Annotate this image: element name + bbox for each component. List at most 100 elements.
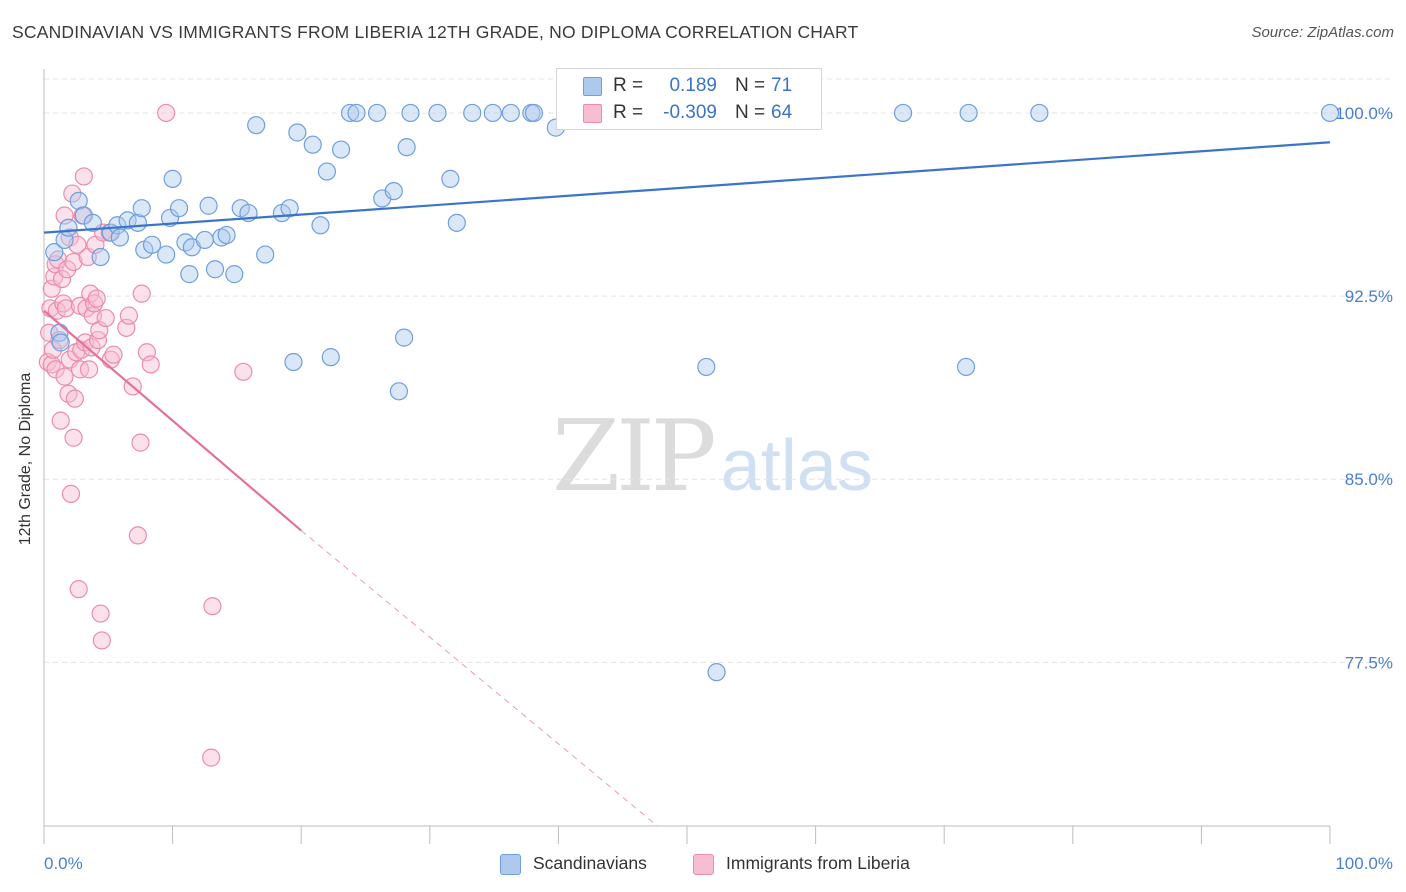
point-scandinavians <box>169 199 189 218</box>
point-scandinavians <box>331 140 351 159</box>
point-scandinavians <box>447 213 466 232</box>
point-scandinavians <box>91 247 110 267</box>
stats-n-value: 71 <box>771 75 793 96</box>
point-liberia <box>65 389 84 408</box>
stats-n-value: 64 <box>771 102 793 123</box>
point-scandinavians <box>428 103 447 123</box>
point-scandinavians <box>217 225 236 245</box>
y-tick-label: 77.5% <box>1345 653 1393 672</box>
point-liberia <box>61 484 81 503</box>
stats-r-label: R = <box>613 75 644 96</box>
point-scandinavians <box>483 103 502 123</box>
stats-swatch-pink <box>583 104 602 123</box>
point-scandinavians <box>707 663 726 682</box>
point-liberia <box>128 526 147 545</box>
point-scandinavians <box>180 265 199 284</box>
legend-label: Scandinavians <box>533 853 647 873</box>
stats-r-value: -0.309 <box>663 102 717 123</box>
point-scandinavians <box>83 213 102 232</box>
point-scandinavians <box>321 348 340 367</box>
point-scandinavians <box>132 199 151 218</box>
stats-n-label: N = <box>735 75 766 96</box>
point-liberia <box>92 631 111 650</box>
trend-line-liberia-extension <box>300 530 658 827</box>
watermark: ZIP atlas <box>552 400 873 514</box>
point-liberia <box>74 167 93 186</box>
point-liberia <box>43 340 63 359</box>
point-scandinavians <box>110 228 129 247</box>
series-scandinavians-points <box>45 103 1340 682</box>
y-tick-label: 92.5% <box>1345 287 1393 306</box>
point-scandinavians <box>45 243 64 262</box>
point-liberia <box>104 345 123 364</box>
point-scandinavians <box>157 245 176 264</box>
point-scandinavians <box>247 116 266 135</box>
axes <box>43 69 1331 844</box>
point-scandinavians <box>441 169 460 188</box>
y-tick-label: 85.0% <box>1345 470 1393 489</box>
point-scandinavians <box>205 260 225 279</box>
tick-labels: 100.0% 92.5% 85.0% 77.5% 0.0% 100.0% <box>44 104 1393 873</box>
point-scandinavians <box>1030 103 1049 123</box>
point-scandinavians <box>524 103 544 123</box>
chart-title: SCANDINAVIAN VS IMMIGRANTS FROM LIBERIA … <box>12 22 859 42</box>
point-liberia <box>157 103 176 123</box>
point-scandinavians <box>256 245 275 264</box>
point-scandinavians <box>501 103 520 123</box>
point-scandinavians <box>199 196 218 215</box>
point-liberia <box>63 184 82 203</box>
point-liberia <box>52 269 72 289</box>
stats-n-label: N = <box>735 102 766 123</box>
point-liberia <box>203 597 222 616</box>
point-liberia <box>58 260 77 279</box>
point-scandinavians <box>389 382 409 401</box>
point-scandinavians <box>142 235 162 254</box>
point-scandinavians <box>397 138 416 157</box>
point-liberia <box>55 367 74 386</box>
point-scandinavians <box>956 357 976 377</box>
point-scandinavians <box>959 103 978 123</box>
trend-line-liberia <box>43 309 302 532</box>
point-scandinavians <box>340 103 360 123</box>
point-liberia <box>85 294 104 313</box>
point-liberia <box>91 604 110 623</box>
point-liberia <box>88 330 108 350</box>
point-scandinavians <box>225 265 244 284</box>
point-liberia <box>119 306 138 325</box>
x-tick-label: 0.0% <box>44 854 83 873</box>
point-scandinavians <box>163 169 182 188</box>
legend-label: Immigrants from Liberia <box>726 853 910 873</box>
stats-r-label: R = <box>613 102 644 123</box>
point-scandinavians <box>288 123 307 142</box>
point-liberia <box>79 360 99 379</box>
point-scandinavians <box>394 328 414 347</box>
point-liberia <box>56 299 75 318</box>
point-scandinavians <box>1320 103 1340 123</box>
x-tick-label: 100.0% <box>1335 854 1393 873</box>
point-liberia <box>202 748 221 767</box>
stats-swatch-blue <box>583 77 602 96</box>
point-liberia <box>69 580 88 599</box>
trend-line-scandinavians <box>43 141 1331 234</box>
point-scandinavians <box>280 199 299 218</box>
point-scandinavians <box>401 103 420 123</box>
point-scandinavians <box>303 135 322 154</box>
point-scandinavians <box>284 352 303 372</box>
legend-swatch-pink <box>693 854 714 875</box>
point-scandinavians <box>697 357 716 377</box>
stats-box: R = 0.189 N = 71 R = -0.309 N = 64 <box>556 68 822 130</box>
point-scandinavians <box>463 103 482 123</box>
y-tick-label: 100.0% <box>1335 104 1393 123</box>
point-liberia <box>96 308 115 328</box>
point-scandinavians <box>311 216 330 235</box>
point-liberia <box>51 411 70 430</box>
point-scandinavians <box>59 218 78 237</box>
legend: Scandinavians Immigrants from Liberia <box>0 850 1406 878</box>
trend-lines <box>43 141 1331 827</box>
point-scandinavians <box>384 181 403 201</box>
source-label: Source: ZipAtlas.com <box>1251 24 1394 41</box>
point-scandinavians <box>195 230 214 250</box>
stats-r-value: 0.189 <box>669 75 717 96</box>
legend-swatch-blue <box>500 854 521 875</box>
